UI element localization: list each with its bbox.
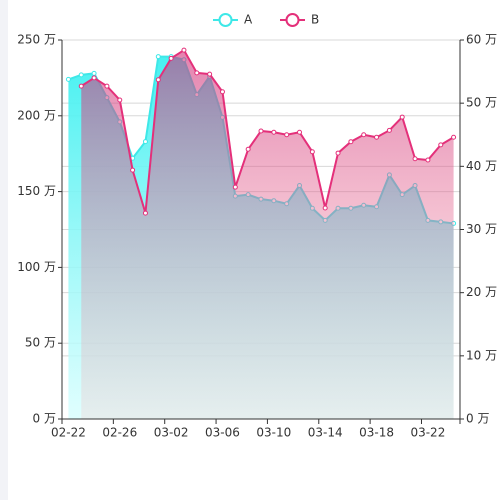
data-point — [130, 167, 136, 173]
data-point — [194, 70, 200, 76]
y-tick-label: 150 万 — [17, 184, 56, 198]
data-point — [168, 55, 174, 61]
x-tick-label: 03-02 — [154, 426, 189, 440]
x-tick-label: 03-18 — [359, 426, 394, 440]
data-point — [91, 75, 97, 81]
y-tick-label: 20 万 — [466, 285, 497, 299]
data-point — [335, 150, 341, 156]
data-point — [78, 72, 84, 78]
data-point — [117, 97, 123, 103]
data-point — [386, 127, 392, 133]
y-tick-label: 50 万 — [466, 96, 497, 110]
x-tick-label: 03-06 — [205, 426, 240, 440]
data-point — [297, 129, 303, 135]
data-point — [78, 83, 84, 89]
data-point — [309, 149, 315, 155]
data-point — [181, 47, 187, 53]
data-point — [258, 128, 264, 134]
x-tick-label: 02-26 — [102, 426, 137, 440]
legend-marker — [285, 13, 300, 27]
data-point — [425, 157, 431, 163]
y-tick-label: 0 万 — [466, 412, 489, 426]
y-tick-label: 40 万 — [466, 159, 497, 173]
y-tick-label: 10 万 — [466, 348, 497, 362]
y-tick-label: 0 万 — [33, 412, 56, 426]
series-area — [81, 50, 454, 420]
data-point — [104, 83, 110, 89]
y-tick-label: 200 万 — [17, 108, 56, 122]
data-point — [399, 114, 405, 120]
series-line — [80, 48, 455, 214]
y-tick-label: 100 万 — [17, 260, 56, 274]
data-point — [451, 134, 457, 140]
legend-label: B — [311, 13, 319, 27]
x-tick-label: 03-14 — [308, 426, 343, 440]
data-point — [271, 129, 277, 135]
data-point — [91, 70, 97, 76]
x-tick-label: 03-10 — [256, 426, 291, 440]
legend-marker — [218, 13, 233, 27]
data-point — [142, 139, 148, 145]
data-point — [207, 71, 213, 77]
data-point — [322, 205, 328, 211]
data-point — [361, 132, 367, 138]
data-point — [155, 77, 161, 83]
data-point — [65, 76, 71, 82]
data-point — [219, 89, 225, 95]
x-tick-label: 03-22 — [410, 426, 445, 440]
side-strip — [0, 0, 8, 500]
data-point — [245, 146, 251, 152]
data-point — [155, 54, 161, 60]
data-point — [374, 134, 380, 140]
data-point — [348, 139, 354, 145]
legend-label: A — [244, 13, 253, 27]
data-point — [438, 142, 444, 148]
data-point — [284, 132, 290, 138]
y-tick-label: 50 万 — [25, 336, 56, 350]
x-tick-label: 02-22 — [51, 426, 86, 440]
y-tick-label: 30 万 — [466, 222, 497, 236]
y-tick-label: 60 万 — [466, 33, 497, 47]
data-point — [412, 156, 418, 162]
y-tick-label: 250 万 — [17, 33, 56, 47]
data-point — [142, 210, 148, 216]
data-point — [232, 184, 238, 190]
